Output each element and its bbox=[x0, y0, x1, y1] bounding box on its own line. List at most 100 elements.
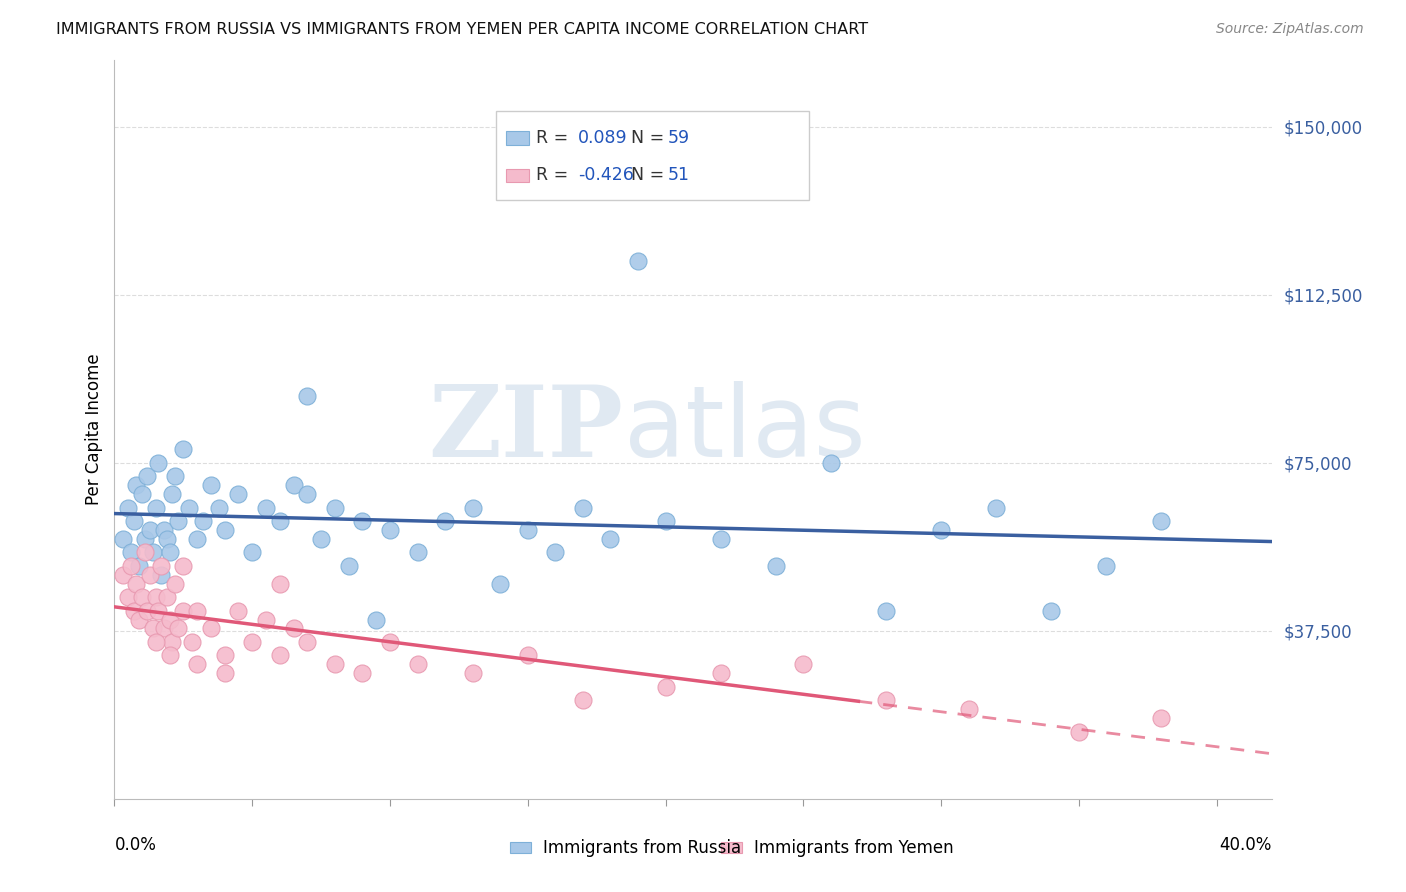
Point bbox=[1150, 711, 1173, 725]
Text: ZIP: ZIP bbox=[429, 381, 624, 477]
Point bbox=[489, 576, 512, 591]
Text: R =: R = bbox=[536, 166, 574, 184]
Text: N =: N = bbox=[631, 166, 671, 184]
Point bbox=[1150, 514, 1173, 528]
Point bbox=[710, 532, 733, 546]
Point bbox=[122, 514, 145, 528]
Point bbox=[111, 567, 134, 582]
Point bbox=[254, 613, 277, 627]
Text: 0.089: 0.089 bbox=[578, 129, 627, 147]
Point bbox=[145, 635, 167, 649]
Point bbox=[136, 603, 159, 617]
Point bbox=[1095, 558, 1118, 573]
Point bbox=[572, 693, 595, 707]
Point bbox=[163, 469, 186, 483]
Point bbox=[159, 613, 181, 627]
Point bbox=[159, 545, 181, 559]
Point bbox=[125, 576, 148, 591]
Point bbox=[599, 532, 621, 546]
Point bbox=[352, 514, 374, 528]
Point bbox=[461, 666, 484, 681]
Point bbox=[352, 666, 374, 681]
Point bbox=[120, 545, 142, 559]
Point bbox=[957, 702, 980, 716]
Point bbox=[323, 500, 346, 515]
Point bbox=[986, 500, 1008, 515]
Point bbox=[240, 545, 263, 559]
Point bbox=[378, 635, 401, 649]
Point bbox=[710, 666, 733, 681]
Point bbox=[142, 545, 165, 559]
Point bbox=[186, 603, 208, 617]
Point bbox=[765, 558, 787, 573]
Text: atlas: atlas bbox=[624, 381, 865, 477]
Text: IMMIGRANTS FROM RUSSIA VS IMMIGRANTS FROM YEMEN PER CAPITA INCOME CORRELATION CH: IMMIGRANTS FROM RUSSIA VS IMMIGRANTS FRO… bbox=[56, 22, 869, 37]
Point bbox=[180, 635, 202, 649]
Point bbox=[131, 590, 153, 604]
Point bbox=[166, 514, 188, 528]
Point bbox=[929, 523, 952, 537]
Point bbox=[120, 558, 142, 573]
Point bbox=[131, 487, 153, 501]
Point bbox=[875, 693, 897, 707]
Point bbox=[200, 478, 222, 492]
Point bbox=[572, 500, 595, 515]
Point bbox=[240, 635, 263, 649]
Point bbox=[406, 545, 429, 559]
Point bbox=[142, 622, 165, 636]
Point bbox=[214, 648, 236, 663]
Point bbox=[820, 456, 842, 470]
Point bbox=[1067, 724, 1090, 739]
Point bbox=[139, 523, 162, 537]
Point bbox=[200, 622, 222, 636]
Point bbox=[156, 590, 179, 604]
Point bbox=[792, 657, 814, 672]
Point bbox=[139, 567, 162, 582]
Text: Source: ZipAtlas.com: Source: ZipAtlas.com bbox=[1216, 22, 1364, 37]
Text: 40.0%: 40.0% bbox=[1219, 836, 1271, 854]
Point bbox=[186, 657, 208, 672]
Point bbox=[172, 603, 194, 617]
Point bbox=[228, 603, 250, 617]
Point bbox=[875, 603, 897, 617]
Point bbox=[208, 500, 231, 515]
Point bbox=[117, 590, 139, 604]
Point bbox=[378, 523, 401, 537]
Point bbox=[128, 558, 150, 573]
Point bbox=[254, 500, 277, 515]
Text: Immigrants from Russia: Immigrants from Russia bbox=[543, 838, 741, 856]
Point bbox=[136, 469, 159, 483]
Text: R =: R = bbox=[536, 129, 574, 147]
Point bbox=[1040, 603, 1063, 617]
Point bbox=[145, 500, 167, 515]
Point bbox=[186, 532, 208, 546]
Point bbox=[366, 613, 388, 627]
Text: Immigrants from Yemen: Immigrants from Yemen bbox=[754, 838, 953, 856]
Y-axis label: Per Capita Income: Per Capita Income bbox=[86, 353, 103, 505]
Point bbox=[269, 514, 291, 528]
Point bbox=[156, 532, 179, 546]
Point bbox=[191, 514, 214, 528]
Point bbox=[214, 523, 236, 537]
Point bbox=[150, 558, 173, 573]
Point bbox=[297, 635, 319, 649]
Point bbox=[337, 558, 360, 573]
Point bbox=[153, 523, 176, 537]
Point bbox=[125, 478, 148, 492]
Point bbox=[297, 487, 319, 501]
Point bbox=[128, 613, 150, 627]
Point bbox=[654, 680, 676, 694]
Point bbox=[148, 456, 170, 470]
Point bbox=[159, 648, 181, 663]
Point bbox=[283, 478, 305, 492]
Point bbox=[172, 442, 194, 457]
Point bbox=[163, 576, 186, 591]
Text: -0.426: -0.426 bbox=[578, 166, 634, 184]
Text: N =: N = bbox=[631, 129, 671, 147]
Point bbox=[150, 567, 173, 582]
Point bbox=[654, 514, 676, 528]
Point bbox=[134, 532, 156, 546]
Point bbox=[145, 590, 167, 604]
Point bbox=[162, 487, 184, 501]
Text: 0.0%: 0.0% bbox=[114, 836, 156, 854]
